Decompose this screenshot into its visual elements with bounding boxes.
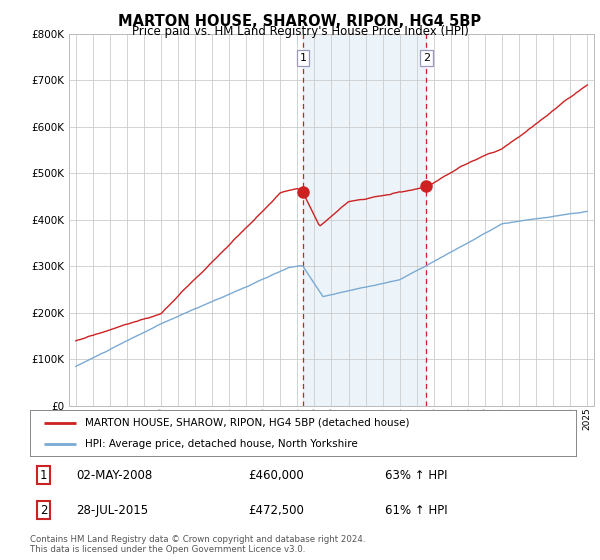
Bar — [303, 34, 427, 406]
Text: 1: 1 — [299, 53, 307, 63]
Text: HPI: Average price, detached house, North Yorkshire: HPI: Average price, detached house, Nort… — [85, 439, 358, 449]
Text: 61% ↑ HPI: 61% ↑ HPI — [385, 504, 448, 517]
Text: Contains HM Land Registry data © Crown copyright and database right 2024.
This d: Contains HM Land Registry data © Crown c… — [30, 535, 365, 554]
Text: 2: 2 — [40, 504, 47, 517]
Text: £460,000: £460,000 — [248, 469, 304, 482]
Text: 28-JUL-2015: 28-JUL-2015 — [76, 504, 149, 517]
Text: Price paid vs. HM Land Registry's House Price Index (HPI): Price paid vs. HM Land Registry's House … — [131, 25, 469, 38]
Text: MARTON HOUSE, SHAROW, RIPON, HG4 5BP: MARTON HOUSE, SHAROW, RIPON, HG4 5BP — [118, 14, 482, 29]
Text: 63% ↑ HPI: 63% ↑ HPI — [385, 469, 448, 482]
Text: 2: 2 — [423, 53, 430, 63]
Text: £472,500: £472,500 — [248, 504, 304, 517]
Text: 1: 1 — [40, 469, 47, 482]
Text: 02-MAY-2008: 02-MAY-2008 — [76, 469, 152, 482]
Text: MARTON HOUSE, SHAROW, RIPON, HG4 5BP (detached house): MARTON HOUSE, SHAROW, RIPON, HG4 5BP (de… — [85, 418, 409, 428]
